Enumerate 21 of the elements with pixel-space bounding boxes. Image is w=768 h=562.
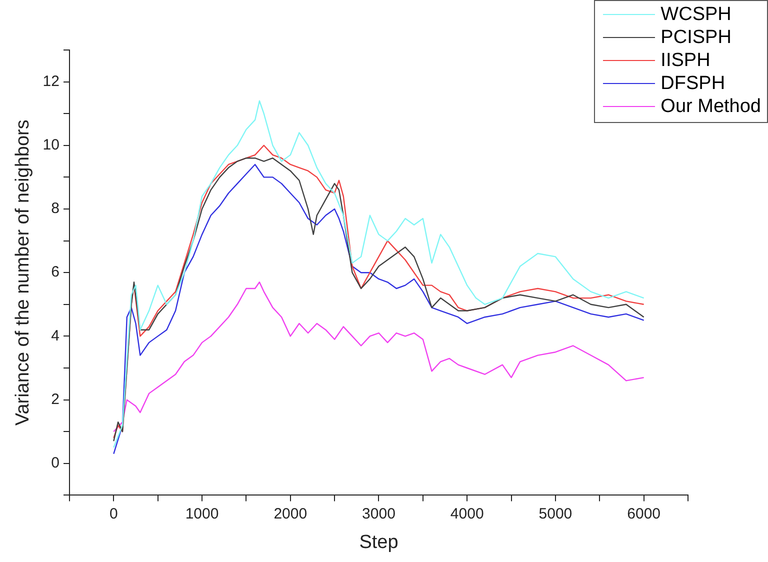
x-tick-label: 5000 (538, 505, 572, 522)
y-axis-title: Variance of the number of neighbors (12, 120, 34, 426)
x-tick-label: 3000 (362, 505, 396, 522)
legend-label: IISPH (660, 49, 710, 72)
x-tick-label: 6000 (627, 505, 661, 522)
y-tick-label: 8 (51, 200, 60, 218)
y-tick-label: 0 (51, 454, 60, 472)
x-axis-title: Step (359, 532, 398, 553)
y-tick-label: 10 (42, 136, 60, 154)
y-tick-label: 6 (51, 264, 60, 281)
x-tick-label: 2000 (274, 505, 308, 522)
y-tick-label: 4 (51, 327, 60, 344)
x-tick-label: 1000 (185, 505, 219, 522)
x-tick-label: 4000 (450, 505, 484, 522)
x-tick-label: 0 (109, 505, 118, 522)
legend-label: PCISPH (660, 26, 732, 49)
legend-label: DFSPH (660, 72, 726, 95)
legend-label: Our Method (660, 95, 761, 118)
y-tick-label: 12 (42, 72, 60, 90)
legend-label: WCSPH (660, 3, 732, 26)
y-tick-label: 2 (51, 390, 60, 408)
